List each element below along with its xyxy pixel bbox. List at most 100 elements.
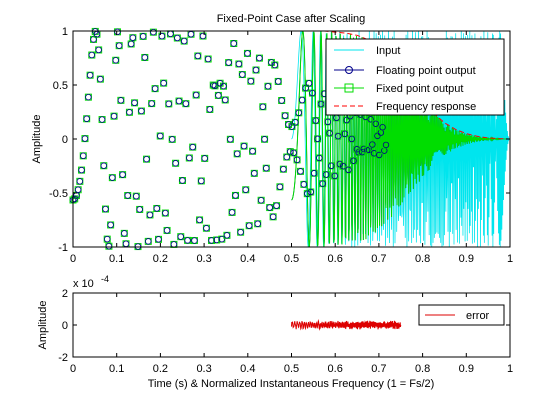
- legend-marker-fixed: [344, 83, 354, 93]
- floating-point-marker: [245, 222, 253, 229]
- floating-point-marker: [76, 178, 84, 185]
- floating-point-marker: [293, 156, 301, 164]
- bottom-y-ticks: -2 0 2: [58, 288, 510, 364]
- floating-point-marker: [105, 243, 113, 250]
- floating-point-marker: [237, 228, 244, 236]
- top-x-tick-label: 0.5: [284, 253, 299, 265]
- top-y-tick-label: 1: [62, 26, 68, 38]
- floating-point-marker: [208, 237, 215, 244]
- floating-point-marker: [297, 168, 304, 175]
- floating-point-marker: [259, 103, 267, 110]
- floating-point-marker: [307, 188, 314, 196]
- floating-point-marker: [372, 120, 379, 127]
- floating-point-marker: [227, 136, 234, 143]
- floating-point-marker: [109, 174, 116, 181]
- floating-point-marker: [290, 149, 297, 157]
- bottom-x-tick-label: 0.7: [371, 363, 386, 375]
- floating-point-marker: [278, 97, 285, 104]
- floating-point-marker: [257, 197, 265, 204]
- floating-point-marker: [251, 170, 258, 177]
- floating-point-marker: [136, 206, 143, 213]
- floating-point-marker: [112, 57, 119, 64]
- bottom-x-tick-label: 0.9: [459, 363, 474, 375]
- floating-point-marker: [298, 96, 306, 104]
- floating-point-marker: [235, 60, 243, 68]
- floating-point-marker: [199, 32, 207, 40]
- floating-point-marker: [341, 130, 349, 137]
- top-x-tick-label: 0: [70, 253, 76, 265]
- floating-point-marker: [319, 180, 326, 187]
- series-error-line: [291, 319, 402, 331]
- floating-point-marker: [204, 55, 212, 63]
- bottom-exponent-base: x 10: [73, 278, 94, 290]
- floating-point-marker: [324, 118, 332, 126]
- floating-point-marker: [379, 124, 386, 131]
- floating-point-marker: [230, 40, 237, 47]
- floating-point-marker: [95, 46, 102, 54]
- bottom-x-tick-label: 0.3: [196, 363, 211, 375]
- bottom-axes: 0 0.1 0.2 0.3 0.4 0.5 0.6 0.7 0.8 0.9 1 -202 x 10 …: [37, 274, 513, 390]
- top-x-tick-label: 0.4: [240, 253, 255, 265]
- floating-point-marker: [150, 28, 157, 36]
- bottom-x-tick-label: 0.6: [328, 363, 343, 375]
- floating-point-marker: [305, 80, 313, 87]
- floating-point-marker: [350, 157, 357, 164]
- floating-point-marker: [196, 216, 203, 224]
- floating-point-marker: [256, 54, 263, 62]
- floating-point-marker: [163, 227, 171, 234]
- floating-point-marker: [244, 50, 251, 57]
- bottom-x-tick-label: 0: [70, 363, 76, 375]
- floating-point-marker: [334, 132, 342, 140]
- floating-point-marker: [215, 92, 222, 99]
- floating-point-marker: [254, 220, 261, 227]
- floating-point-marker: [247, 77, 255, 85]
- top-axes: Fixed-Point Case after Scaling 0 0.1 0.2 0.…: [31, 13, 513, 265]
- floating-point-marker: [88, 51, 96, 59]
- floating-point-marker: [107, 221, 114, 229]
- floating-point-marker: [198, 177, 205, 185]
- floating-point-marker: [249, 148, 256, 155]
- floating-point-marker: [310, 170, 318, 177]
- floating-point-marker: [228, 209, 236, 216]
- floating-point-marker: [119, 171, 126, 178]
- floating-point-marker: [74, 186, 82, 193]
- bottom-exponent-power: -4: [101, 274, 109, 284]
- floating-point-marker: [232, 192, 239, 199]
- top-legend: Input Floating point output Fixed point …: [325, 38, 505, 116]
- floating-point-marker: [331, 172, 338, 180]
- legend-label-frequency-response: Frequency response: [376, 101, 476, 113]
- floating-point-marker: [242, 186, 249, 193]
- bottom-plot-content: [291, 319, 402, 331]
- floating-point-marker: [81, 135, 89, 142]
- bottom-y-tick-label: -2: [58, 352, 68, 364]
- legend-marker-floating: [345, 66, 353, 74]
- floating-point-marker: [83, 115, 90, 122]
- bottom-x-tick-label: 0.5: [284, 363, 299, 375]
- floating-point-marker: [192, 91, 200, 99]
- legend-label-fixed: Fixed point output: [376, 83, 463, 95]
- floating-point-marker: [157, 132, 164, 140]
- floating-point-marker: [100, 162, 107, 169]
- top-chart-title: Fixed-Point Case after Scaling: [217, 13, 366, 25]
- floating-point-marker: [121, 230, 128, 237]
- floating-point-marker: [316, 154, 323, 162]
- floating-point-marker: [102, 205, 109, 213]
- floating-point-marker: [280, 165, 287, 173]
- floating-point-marker: [165, 100, 172, 108]
- floating-point-marker: [160, 79, 167, 87]
- floating-point-marker: [139, 33, 147, 40]
- top-x-ticks: 0 0.1 0.2 0.3 0.4 0.5 0.6 0.7 0.8 0.9 1: [70, 31, 513, 265]
- floating-point-marker: [225, 59, 232, 66]
- floating-point-marker: [145, 238, 152, 245]
- top-x-tick-label: 0.3: [196, 253, 211, 265]
- top-x-tick-label: 1: [507, 253, 513, 265]
- floating-point-marker: [382, 141, 390, 149]
- floating-point-marker: [345, 166, 352, 174]
- floating-point-marker: [189, 143, 196, 151]
- floating-point-marker: [273, 202, 280, 209]
- floating-point-marker: [300, 181, 308, 188]
- floating-point-marker: [328, 162, 335, 170]
- floating-point-marker: [194, 52, 202, 60]
- floating-point-marker: [138, 107, 145, 115]
